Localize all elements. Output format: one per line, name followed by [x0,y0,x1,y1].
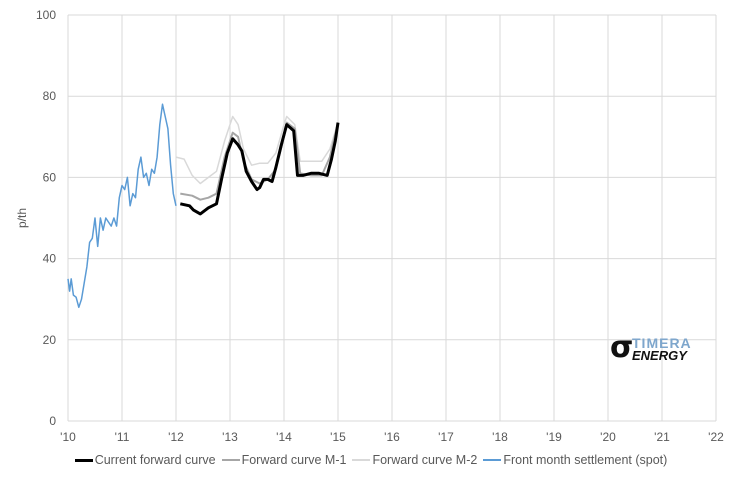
legend-item: Forward curve M-2 [352,453,477,467]
line-chart: 0 20 40 60 80 100 '10 '11 '12 '13 '14 '15 '16 '17 '18 '… [15,8,724,444]
x-tick-label: '10 [60,430,76,444]
timera-energy-logo: σ TIMERA ENERGY [610,330,700,365]
legend-label: Forward curve M-1 [241,453,347,467]
y-tick-label: 20 [43,333,57,347]
x-tick-label: '20 [600,430,616,444]
legend-item: Front month settlement (spot) [483,453,667,467]
legend-item: Current forward curve [74,453,216,467]
y-tick-label: 60 [43,170,57,184]
legend-swatch [221,459,240,461]
y-tick-label: 80 [43,89,57,103]
logo-symbol: σ [610,330,634,365]
legend-swatch [74,458,93,462]
logo-line2: ENERGY [632,348,687,363]
x-tick-label: '21 [654,430,670,444]
series-line-3 [67,103,177,309]
series-line-2 [175,115,339,185]
legend-label: Current forward curve [94,453,216,467]
logo-line1: TIMERA [632,335,692,351]
y-tick-label: 40 [43,252,57,266]
legend: Current forward curve Forward curve M-1 Fo… [0,453,742,467]
x-tick-label: '15 [330,430,346,444]
series-line-0 [179,122,340,216]
y-tick-label: 100 [36,8,56,22]
legend-swatch [483,459,502,461]
x-tick-label: '16 [384,430,400,444]
x-tick-label: '13 [222,430,238,444]
x-tick-label: '11 [115,430,130,444]
y-tick-label: 0 [49,414,56,428]
x-tick-label: '19 [546,430,562,444]
y-axis-label: p/th [15,208,29,228]
legend-swatch [352,459,371,461]
x-tick-label: '14 [276,430,292,444]
legend-item: Forward curve M-1 [221,453,347,467]
legend-label: Forward curve M-2 [372,453,478,467]
legend-label: Front month settlement (spot) [503,453,668,467]
x-tick-label: '17 [438,430,454,444]
x-tick-label: '18 [492,430,508,444]
x-tick-label: '22 [708,430,724,444]
x-tick-label: '12 [168,430,184,444]
